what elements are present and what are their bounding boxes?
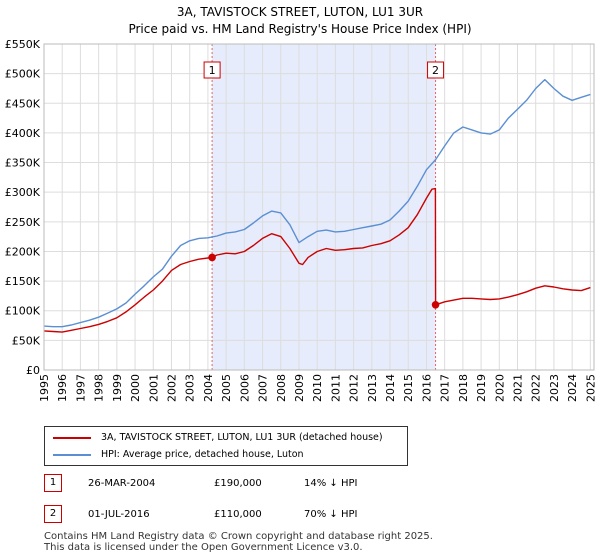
x-tick-label: 2015 [402,374,415,402]
plot-border [43,43,595,371]
sale-point [431,301,440,309]
transaction-price: £190,000 [214,478,262,489]
x-tick-label: 1996 [56,374,69,402]
transaction-date: 26-MAR-2004 [88,478,156,489]
x-tick-label: 2013 [366,374,379,402]
x-tick-label: 2017 [439,374,452,402]
y-tick-label: £0 [26,364,40,377]
y-tick-label: £100K [5,305,41,318]
legend-swatch-hpi [53,453,91,456]
x-tick-label: 2003 [184,374,197,402]
x-tick-label: 2011 [329,374,342,402]
x-tick-label: 2006 [238,374,251,402]
y-tick-label: £450K [5,97,41,110]
legend-item-property: 3A, TAVISTOCK STREET, LUTON, LU1 3UR (de… [53,430,383,446]
transaction-row: 2 01-JUL-2016 £110,000 70% ↓ HPI [44,505,464,523]
x-tick-label: 2002 [165,374,178,402]
y-tick-label: £300K [5,186,41,199]
transaction-number-badge: 1 [44,474,62,492]
legend-swatch-property [53,436,91,439]
legend-label-property: 3A, TAVISTOCK STREET, LUTON, LU1 3UR (de… [101,432,383,443]
hpi-line [43,78,591,328]
chart-title: 3A, TAVISTOCK STREET, LUTON, LU1 3UR Pri… [0,4,600,38]
x-tick-label: 2008 [275,374,288,402]
legend-item-hpi: HPI: Average price, detached house, Luto… [53,447,304,463]
x-tick-label: 2005 [220,374,233,402]
y-tick-label: £50K [12,334,41,347]
x-tick-label: 2024 [566,374,579,402]
chart-title-line2: Price paid vs. HM Land Registry's House … [128,22,472,36]
x-tick-label: 2018 [457,374,470,402]
y-tick-label: £400K [5,127,41,140]
shaded-ownership-period [212,44,436,370]
chart-area: 1 2 £0 £50K £100K £150K £200K £250K £300K £350K £4… [5,38,598,402]
x-tick-label: 2016 [420,374,433,402]
y-tick-label: £550K [5,38,41,51]
x-tick-label: 1995 [38,374,51,402]
legend: 3A, TAVISTOCK STREET, LUTON, LU1 3UR (de… [44,426,408,466]
transaction-date: 01-JUL-2016 [88,509,150,520]
y-tick-label: £150K [5,275,41,288]
transaction-hpi-diff: 14% ↓ HPI [304,478,358,489]
x-tick-label: 1998 [93,374,106,402]
footer-line2: This data is licensed under the Open Gov… [44,542,363,553]
x-tick-label: 2000 [129,374,142,402]
x-tick-label: 2019 [475,374,488,402]
y-tick-label: £500K [5,68,41,81]
x-tick-label: 2020 [493,374,506,402]
transaction-row: 1 26-MAR-2004 £190,000 14% ↓ HPI [44,474,464,492]
y-tick-label: £200K [5,245,41,258]
transaction-price: £110,000 [214,509,262,520]
property-price-line [43,187,591,333]
transaction-marker-label: 1 [209,64,216,77]
x-tick-label: 2021 [512,374,525,402]
y-tick-label: £350K [5,157,41,170]
x-tick-label: 2007 [257,374,270,402]
sale-point [208,253,216,262]
x-tick-label: 2009 [293,374,306,402]
x-tick-label: 2023 [548,374,561,402]
x-tick-label: 1997 [74,374,87,402]
x-tick-label: 2004 [202,374,215,402]
x-tick-label: 2012 [348,374,361,402]
x-tick-label: 2001 [147,374,160,402]
y-tick-label: £250K [5,216,41,229]
x-tick-label: 2010 [311,374,324,402]
x-tick-label: 2025 [584,374,597,402]
footer: Contains HM Land Registry data © Crown c… [44,531,433,553]
chart-title-line1: 3A, TAVISTOCK STREET, LUTON, LU1 3UR [176,5,424,19]
transaction-number-badge: 2 [44,505,62,523]
footer-line1: Contains HM Land Registry data © Crown c… [44,531,433,542]
x-tick-label: 2022 [530,374,543,402]
transaction-marker-box [203,61,221,79]
x-tick-label: 1999 [111,374,124,402]
x-tick-label: 2014 [384,374,397,402]
transaction-hpi-diff: 70% ↓ HPI [304,509,358,520]
legend-label-hpi: HPI: Average price, detached house, Luto… [101,449,304,460]
transaction-marker-label: 2 [432,64,439,77]
transaction-marker-box [427,61,445,79]
